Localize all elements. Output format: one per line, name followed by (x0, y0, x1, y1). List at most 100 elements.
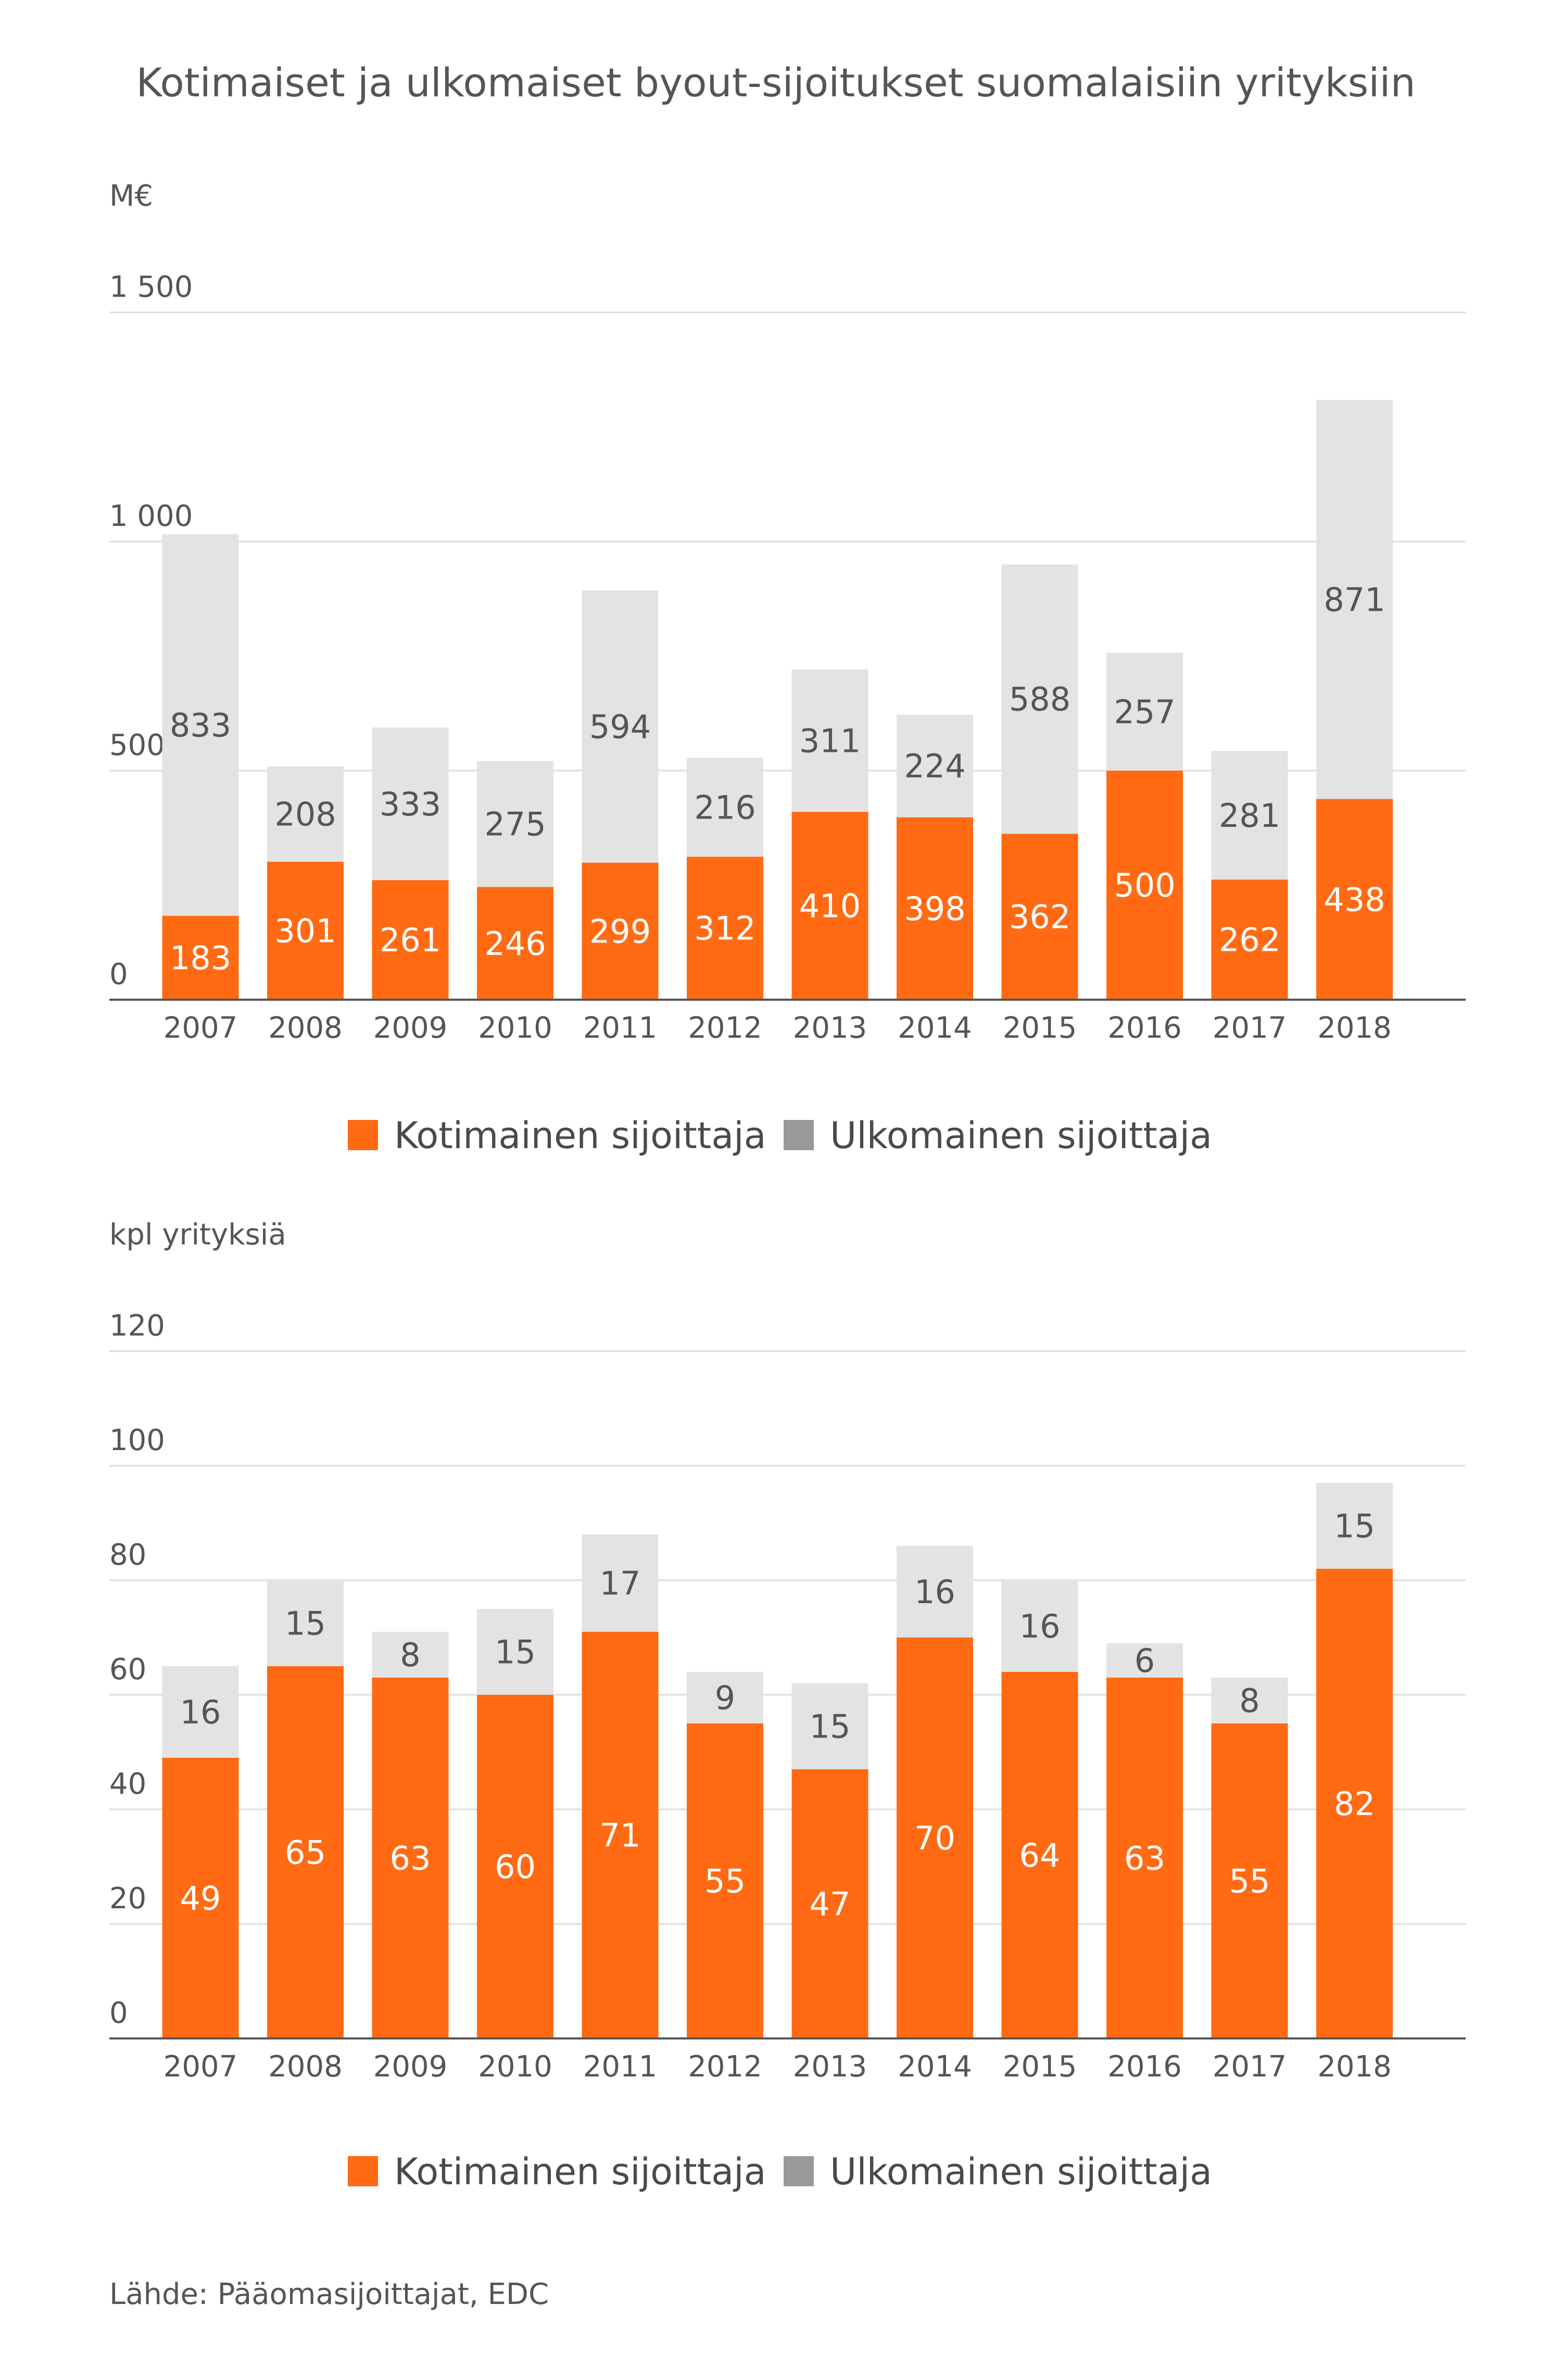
data-label-domestic-2014: 398 (904, 890, 965, 928)
data-label-foreign-2007: 833 (170, 706, 231, 744)
bar-domestic-2017 (1211, 879, 1288, 1000)
data-label-foreign-2011: 17 (600, 1565, 641, 1603)
data-label-domestic-2008: 301 (274, 912, 336, 950)
bar-domestic-2016 (1106, 771, 1183, 1000)
bar-domestic-2016 (1106, 1678, 1183, 2038)
data-label-foreign-2013: 311 (799, 722, 861, 760)
bar-foreign-2016 (1106, 1643, 1183, 1678)
data-label-foreign-2016: 6 (1135, 1642, 1155, 1680)
data-label-domestic-2011: 299 (589, 912, 651, 950)
legend-label-foreign: Ulkomainen sijoittaja (830, 2150, 1212, 2193)
y-tick-label: 60 (109, 1653, 146, 1686)
data-label-domestic-2009: 63 (390, 1840, 431, 1878)
bar-domestic-2007 (162, 1758, 239, 2038)
y-tick-label: 20 (109, 1882, 146, 1916)
y-tick-label: 1 000 (109, 499, 193, 533)
bar-domestic-2012 (687, 1723, 763, 2038)
data-label-domestic-2008: 65 (285, 1834, 326, 1872)
data-label-foreign-2015: 588 (1009, 681, 1070, 719)
bar-foreign-2016 (1106, 652, 1183, 771)
x-tick-label: 2014 (898, 2050, 972, 2084)
bar-foreign-2015 (1001, 1580, 1078, 1672)
x-tick-label: 2010 (478, 2050, 552, 2084)
data-label-foreign-2014: 16 (914, 1573, 955, 1611)
y-tick-label: 0 (109, 1996, 128, 2030)
bar-domestic-2013 (791, 1769, 868, 2038)
x-tick-label: 2013 (793, 1011, 867, 1045)
data-label-foreign-2008: 15 (285, 1605, 326, 1643)
legend-label-domestic: Kotimainen sijoittaja (394, 2150, 766, 2193)
data-label-domestic-2014: 70 (914, 1819, 955, 1857)
data-label-domestic-2017: 55 (1229, 1862, 1270, 1900)
y-tick-label: 1 500 (109, 270, 193, 304)
data-label-foreign-2008: 208 (274, 796, 336, 834)
bar-domestic-2018 (1316, 1569, 1393, 2038)
y-unit-label: kpl yrityksiä (109, 1218, 286, 1252)
chart-title: Kotimaiset ja ulkomaiset byout-sijoituks… (136, 59, 1415, 106)
data-label-domestic-2016: 63 (1124, 1840, 1165, 1878)
x-tick-label: 2017 (1213, 1011, 1287, 1045)
x-tick-label: 2007 (163, 1011, 238, 1045)
bar-foreign-2009 (372, 727, 449, 880)
bar-foreign-2013 (791, 1683, 868, 1769)
data-label-foreign-2012: 9 (715, 1679, 735, 1717)
data-label-foreign-2007: 16 (180, 1693, 221, 1731)
data-label-foreign-2011: 594 (589, 708, 651, 746)
y-tick-label: 0 (109, 958, 128, 991)
y-tick-label: 100 (109, 1424, 165, 1457)
x-tick-label: 2009 (373, 2050, 448, 2084)
y-unit-label: M€ (109, 179, 153, 213)
bar-foreign-2014 (897, 1546, 973, 1638)
bar-domestic-2010 (477, 1695, 553, 2038)
bar-domestic-2009 (372, 1678, 449, 2038)
x-tick-label: 2016 (1107, 2050, 1182, 2084)
data-label-domestic-2012: 312 (694, 910, 755, 948)
y-tick-label: 500 (109, 728, 165, 762)
data-label-foreign-2018: 15 (1334, 1507, 1375, 1545)
data-label-domestic-2010: 246 (484, 925, 546, 963)
data-label-domestic-2015: 64 (1019, 1836, 1061, 1874)
legend-label-foreign: Ulkomainen sijoittaja (830, 1114, 1212, 1157)
data-label-foreign-2015: 16 (1019, 1607, 1061, 1645)
company-count-chart: kpl yrityksiä 0 20 40 60 80 100 120 49 16 2007 65 15… (109, 1218, 1466, 2193)
bar-foreign-2017 (1211, 1678, 1288, 1723)
bar-domestic-2010 (477, 887, 553, 1000)
x-tick-label: 2011 (583, 1011, 658, 1045)
bar-foreign-2012 (687, 758, 763, 857)
data-label-domestic-2017: 262 (1219, 921, 1280, 959)
data-label-foreign-2014: 224 (904, 747, 965, 785)
data-label-domestic-2007: 49 (180, 1880, 221, 1918)
data-label-domestic-2010: 60 (495, 1848, 536, 1886)
bar-foreign-2007 (162, 534, 239, 916)
data-label-domestic-2011: 71 (600, 1817, 641, 1855)
data-label-foreign-2009: 8 (400, 1636, 420, 1674)
x-tick-label: 2008 (268, 2050, 343, 2084)
legend-swatch-domestic (348, 1120, 378, 1150)
bar-domestic-2017 (1211, 1723, 1288, 2038)
y-tick-label: 40 (109, 1767, 146, 1801)
x-tick-label: 2013 (793, 2050, 867, 2084)
data-label-foreign-2016: 257 (1114, 693, 1175, 731)
x-tick-label: 2007 (163, 2050, 238, 2084)
data-label-foreign-2009: 333 (380, 785, 441, 823)
legend: Kotimainen sijoittaja Ulkomainen sijoitta… (348, 2150, 1212, 2193)
bar-foreign-2018 (1316, 1483, 1393, 1569)
x-tick-label: 2012 (688, 1011, 762, 1045)
bar-foreign-2014 (897, 714, 973, 817)
bar-domestic-2014 (897, 1638, 973, 2038)
bar-domestic-2014 (897, 817, 973, 1000)
x-tick-label: 2010 (478, 1011, 552, 1045)
bar-foreign-2010 (477, 1609, 553, 1695)
bar-domestic-2012 (687, 857, 763, 1000)
source-note: Lähde: Pääomasijoittajat, EDC (109, 2277, 549, 2311)
data-label-foreign-2010: 275 (484, 805, 546, 843)
legend-swatch-foreign (784, 1120, 814, 1150)
x-tick-label: 2018 (1317, 2050, 1392, 2084)
x-tick-label: 2011 (583, 2050, 658, 2084)
data-label-domestic-2016: 500 (1114, 866, 1175, 904)
x-tick-label: 2012 (688, 2050, 762, 2084)
legend-swatch-foreign (784, 2156, 814, 2186)
bar-domestic-2008 (267, 862, 344, 1000)
bar-foreign-2015 (1001, 564, 1078, 834)
